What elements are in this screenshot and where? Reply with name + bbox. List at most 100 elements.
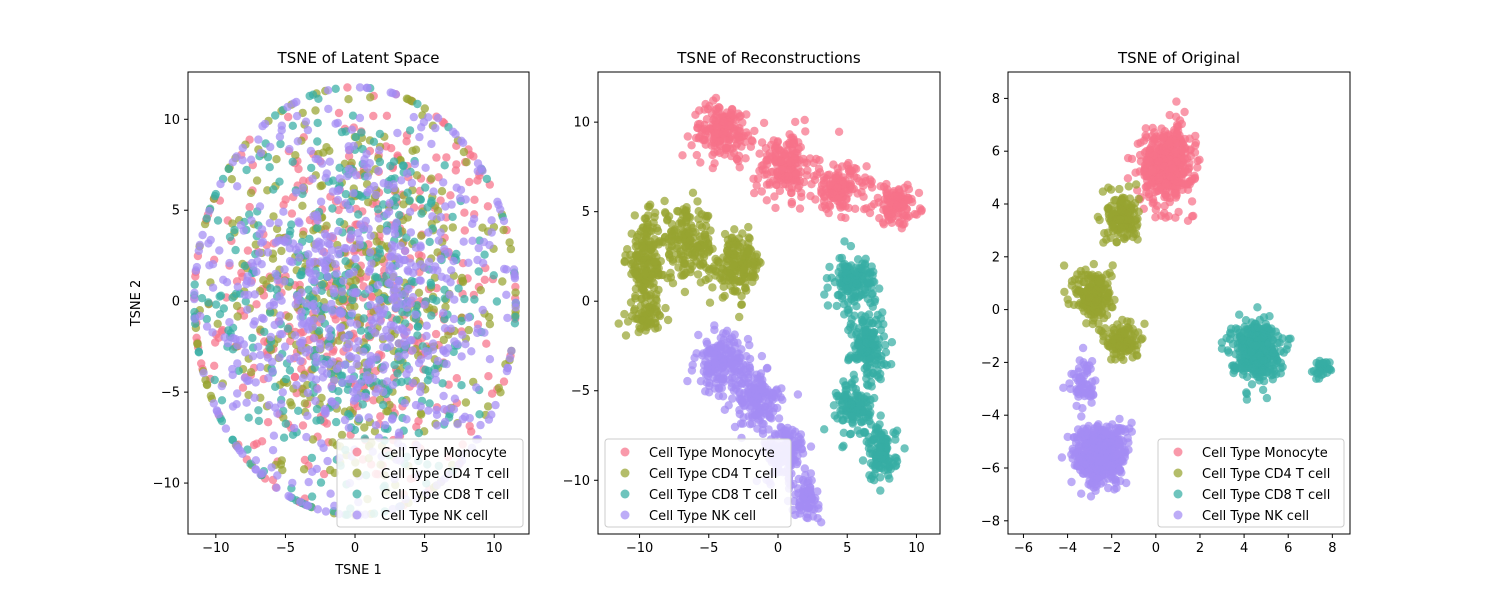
data-point bbox=[225, 318, 234, 327]
data-point bbox=[250, 393, 259, 402]
data-point bbox=[352, 354, 361, 363]
data-point bbox=[352, 344, 361, 353]
data-point bbox=[355, 83, 365, 92]
data-point bbox=[304, 285, 313, 294]
data-point bbox=[846, 241, 856, 251]
data-point bbox=[499, 377, 509, 386]
data-point bbox=[620, 257, 629, 267]
data-point bbox=[822, 204, 831, 214]
data-point bbox=[246, 368, 256, 377]
data-point bbox=[489, 271, 498, 280]
data-point bbox=[242, 398, 251, 407]
data-point bbox=[454, 284, 463, 293]
data-point bbox=[354, 337, 363, 346]
data-point bbox=[1159, 133, 1168, 143]
data-point bbox=[1170, 189, 1179, 198]
data-point bbox=[347, 365, 356, 374]
data-point bbox=[714, 383, 723, 393]
data-point bbox=[363, 172, 372, 181]
data-point bbox=[781, 426, 791, 435]
data-point bbox=[436, 228, 445, 237]
data-point bbox=[457, 352, 466, 361]
data-point bbox=[859, 192, 868, 201]
data-point bbox=[462, 158, 471, 167]
data-point bbox=[366, 300, 375, 310]
data-point bbox=[759, 118, 769, 128]
data-point bbox=[770, 192, 779, 201]
data-point bbox=[428, 212, 437, 221]
data-point bbox=[348, 374, 357, 384]
data-point bbox=[640, 287, 649, 296]
data-point bbox=[685, 229, 694, 238]
data-point bbox=[248, 333, 257, 343]
data-point bbox=[730, 373, 740, 382]
data-point bbox=[795, 204, 805, 213]
data-point bbox=[252, 176, 262, 185]
data-point bbox=[774, 414, 784, 423]
data-point bbox=[1148, 165, 1157, 175]
data-point bbox=[1180, 107, 1189, 117]
data-point bbox=[1171, 147, 1180, 156]
data-point bbox=[426, 278, 435, 287]
data-point bbox=[680, 256, 689, 265]
data-point bbox=[307, 453, 317, 463]
data-point bbox=[805, 486, 814, 496]
data-point bbox=[344, 423, 353, 432]
data-point bbox=[347, 309, 357, 318]
data-point bbox=[348, 295, 357, 305]
data-point bbox=[855, 284, 864, 293]
data-point bbox=[637, 294, 647, 303]
data-point bbox=[765, 388, 774, 397]
data-point bbox=[205, 206, 214, 216]
data-point bbox=[420, 104, 429, 113]
data-point bbox=[853, 426, 862, 435]
data-point bbox=[245, 202, 254, 212]
data-point bbox=[211, 300, 221, 309]
data-point bbox=[296, 497, 305, 507]
data-point bbox=[1059, 261, 1069, 270]
data-point bbox=[861, 254, 870, 263]
data-point bbox=[375, 146, 384, 155]
data-point bbox=[1172, 97, 1181, 106]
data-point bbox=[702, 263, 711, 272]
data-point bbox=[712, 267, 721, 276]
data-point bbox=[433, 113, 443, 123]
data-point bbox=[817, 189, 826, 198]
data-point bbox=[891, 429, 900, 439]
data-point bbox=[701, 126, 711, 136]
data-point bbox=[492, 297, 502, 306]
data-point bbox=[651, 208, 660, 217]
data-point bbox=[695, 220, 705, 230]
data-point bbox=[228, 333, 238, 343]
data-point bbox=[398, 325, 408, 334]
data-point bbox=[836, 410, 845, 419]
data-point bbox=[744, 222, 753, 232]
data-point bbox=[839, 428, 848, 437]
data-point bbox=[1160, 162, 1169, 171]
data-point bbox=[302, 501, 311, 510]
data-point bbox=[484, 415, 494, 424]
data-point bbox=[1143, 176, 1152, 185]
data-point bbox=[210, 191, 220, 201]
data-point bbox=[283, 324, 293, 333]
data-point bbox=[255, 248, 264, 258]
data-point bbox=[426, 198, 436, 208]
legend-box bbox=[604, 438, 792, 528]
data-point bbox=[740, 389, 749, 398]
data-point bbox=[480, 275, 489, 284]
data-point bbox=[854, 354, 863, 363]
data-point bbox=[408, 378, 417, 388]
data-point bbox=[208, 283, 218, 292]
data-point bbox=[328, 204, 337, 213]
data-point bbox=[813, 514, 822, 523]
data-point bbox=[696, 278, 705, 287]
data-point bbox=[511, 288, 520, 297]
data-point bbox=[442, 153, 451, 162]
data-point bbox=[190, 294, 199, 304]
data-point bbox=[482, 174, 492, 184]
data-point bbox=[882, 443, 891, 452]
data-point bbox=[827, 189, 837, 198]
data-point bbox=[233, 312, 242, 321]
data-point bbox=[623, 245, 632, 254]
